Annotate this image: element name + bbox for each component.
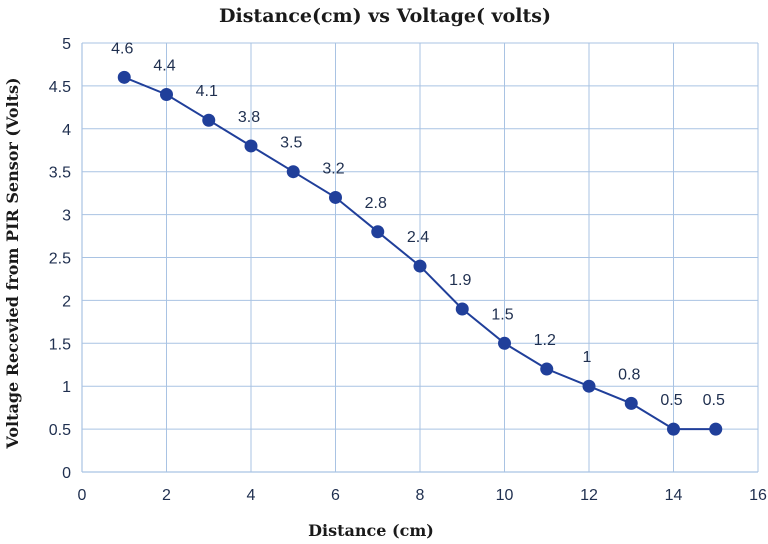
y-tick-label: 4 [62,122,71,139]
data-label: 1.9 [449,272,471,289]
y-tick-label: 0.5 [49,422,71,439]
y-tick-label: 4.5 [49,79,71,96]
data-point [455,302,469,316]
x-tick-label: 16 [749,487,767,504]
data-label: 4.1 [196,83,218,100]
data-point [371,225,385,239]
data-labels: 4.6 4.4 4.1 3.8 3.5 3.2 2.8 2.4 1.9 1.5 1.2 1 0.8 0.5… [111,40,725,409]
data-label: 1.2 [534,332,556,349]
data-point [709,422,723,436]
chart-title: Distance(cm) vs Voltage( volts) [219,5,551,27]
data-label: 0.5 [703,392,725,409]
data-label: 0.8 [618,366,640,383]
x-tick-label: 6 [331,487,340,504]
x-tick-label: 12 [580,487,598,504]
data-point [498,336,511,350]
data-label: 3.2 [322,160,344,177]
data-point [244,139,258,153]
y-tick-label: 0 [62,465,71,482]
data-label: 3.8 [238,109,260,126]
data-label: 1.5 [491,306,513,323]
y-tick-label: 3.5 [49,165,71,182]
x-tick-label: 14 [665,487,683,504]
data-label: 4.6 [111,40,133,57]
data-label: 2.4 [407,229,429,246]
y-tick-label: 5 [62,36,71,53]
data-label: 3.5 [280,135,302,152]
y-tick-label: 3 [62,208,71,225]
x-tick-label: 10 [496,487,514,504]
axes [81,43,758,473]
grid [81,42,759,473]
x-tick-label: 4 [247,487,256,504]
data-point [624,396,638,410]
data-point [413,259,427,273]
y-tick-label: 2 [62,293,71,310]
data-point [117,70,131,84]
data-label: 4.4 [153,57,175,74]
y-axis-title: Voltage Recevied from PIR Sensor (Volts) [3,77,22,449]
data-point [160,87,173,101]
data-point [329,190,342,204]
data-label: 2.8 [365,195,387,212]
data-label: 1 [583,349,592,366]
data-point [667,422,680,436]
y-tick-label: 2.5 [49,251,71,268]
x-axis-title: Distance (cm) [308,521,434,540]
tick-labels: 0 2 4 6 8 10 12 14 16 0 0.5 1 1.5 2 2.5 3 3.5 4 4.5 5 [49,36,767,504]
x-tick-label: 0 [78,487,87,504]
data-point [540,362,554,376]
series [117,70,723,436]
y-tick-label: 1.5 [49,336,71,353]
data-point [202,113,216,127]
data-label: 0.5 [660,392,682,409]
y-tick-label: 1 [62,379,71,396]
data-point [286,165,300,179]
data-point [582,379,596,393]
x-tick-label: 8 [416,487,425,504]
x-tick-label: 2 [162,487,171,504]
